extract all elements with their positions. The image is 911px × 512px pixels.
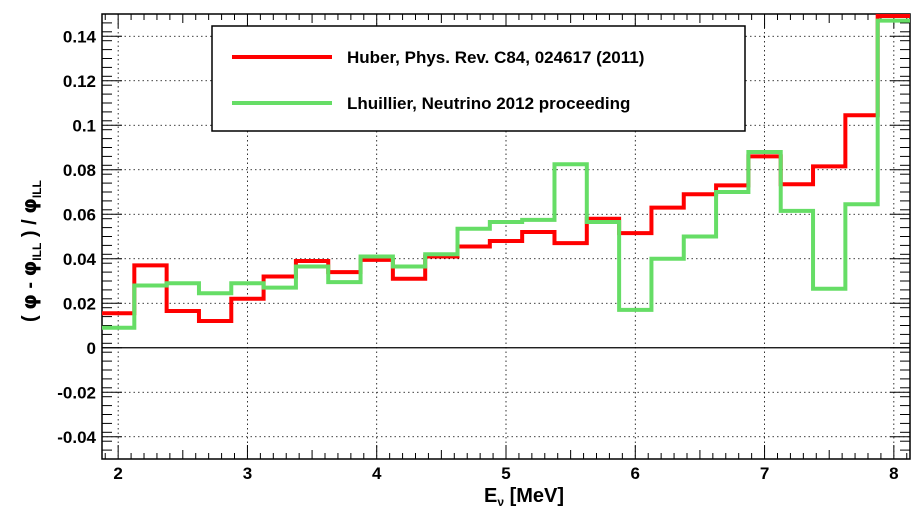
legend-box [211, 25, 746, 132]
y-tick-label: 0.12 [63, 72, 96, 91]
y-tick-label: 0.14 [63, 27, 97, 46]
y-axis-title: ( φ - φILL ) / φILL [17, 180, 44, 322]
axis-ticks [102, 13, 910, 460]
tick-labels: 2 3 4 5 6 7 8 -0.04 -0.02 0 0.02 0.04 0.06 0.08 0.1 0.1… [57, 27, 898, 483]
x-tick-label: 2 [113, 464, 122, 483]
x-tick-label: 4 [372, 464, 382, 483]
x-tick-label: 8 [889, 464, 898, 483]
y-tick-label: 0.08 [63, 161, 96, 180]
y-tick-label: 0.04 [63, 250, 97, 269]
y-tick-label: 0 [87, 339, 96, 358]
y-tick-label: 0.06 [63, 205, 96, 224]
series-line-1 [102, 18, 910, 330]
x-tick-label: 6 [631, 464, 640, 483]
x-axis-title: Eν [MeV] [484, 485, 564, 509]
x-tick-label: 7 [760, 464, 769, 483]
y-tick-label: -0.04 [57, 428, 96, 447]
x-tick-label: 3 [243, 464, 252, 483]
legend-label-lhuillier: Lhuillier, Neutrino 2012 proceeding [347, 94, 630, 113]
y-tick-label: 0.02 [63, 294, 96, 313]
series-line-0 [102, 14, 910, 324]
legend-label-huber: Huber, Phys. Rev. C84, 024617 (2011) [347, 48, 644, 67]
legend: Huber, Phys. Rev. C84, 024617 (2011) Lhu… [211, 25, 746, 132]
y-tick-label: -0.02 [57, 383, 96, 402]
series-group [102, 14, 910, 330]
x-tick-label: 5 [501, 464, 510, 483]
y-tick-label: 0.1 [72, 116, 96, 135]
